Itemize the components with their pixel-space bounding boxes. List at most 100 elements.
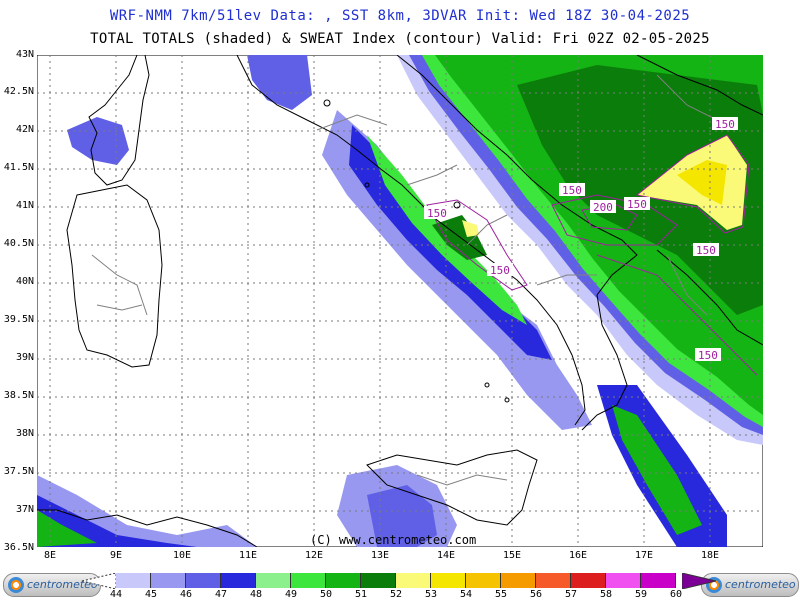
contour-south-150 [596, 254, 758, 376]
legend-swatch-48 [256, 573, 291, 588]
legend-value-50: 50 [319, 589, 333, 600]
lat-label-42-5: 42.5N [3, 86, 34, 97]
lat-label-38-5: 38.5N [3, 390, 34, 401]
logo-left: centrometeo [3, 573, 101, 597]
legend-swatch-59 [641, 573, 676, 588]
lon-label-13: 13E [370, 550, 390, 561]
lat-label-37-5: 37.5N [3, 466, 34, 477]
legend-swatch-53 [431, 573, 466, 588]
contour-label-1: 150 [715, 118, 735, 131]
shade-tyrrhenian-yellow [462, 220, 479, 237]
contour-east-150 [635, 134, 750, 234]
lat-label-38: 38N [15, 428, 34, 439]
shaded-field [37, 55, 763, 547]
contour-label-8: 150 [698, 349, 718, 362]
header-line-1: WRF-NMM 7km/51lev Data: , SST 8km, 3DVAR… [109, 8, 691, 24]
coast-albania [656, 249, 763, 346]
legend-value-59: 59 [634, 589, 648, 600]
legend-value-54: 54 [459, 589, 473, 600]
lon-label-9: 9E [109, 550, 123, 561]
legend-swatch-55 [501, 573, 536, 588]
lon-label-11: 11E [238, 550, 258, 561]
legend-tail-arrow [682, 573, 716, 589]
contour-adriatic-150 [551, 194, 678, 246]
legend-value-53: 53 [424, 589, 438, 600]
contour-label-3: 200 [593, 201, 613, 214]
weather-map: 150 150 200 150 150 150 150 150 [37, 55, 763, 547]
lat-label-40-5: 40.5N [3, 238, 34, 249]
legend-swatch-45 [151, 573, 186, 588]
coast-tunisia [37, 509, 258, 547]
header-line-2: TOTAL TOTALS (shaded) & SWEAT Index (con… [90, 31, 710, 47]
coast-italy-west [236, 55, 586, 426]
lon-label-15: 15E [502, 550, 522, 561]
legend-value-57: 57 [564, 589, 578, 600]
lat-label-42: 42N [15, 124, 34, 135]
legend-swatch-44 [116, 573, 151, 588]
contour-label-7: 150 [696, 244, 716, 257]
legend-swatch-50 [326, 573, 361, 588]
logo-right: centrometeo [701, 573, 799, 597]
lon-label-8: 8E [43, 550, 57, 561]
lon-label-14: 14E [436, 550, 456, 561]
grid-lines [37, 55, 763, 547]
lon-label-16: 16E [568, 550, 588, 561]
contour-label-2: 150 [562, 184, 582, 197]
contour-label-5: 150 [427, 207, 447, 220]
legend-value-55: 55 [494, 589, 508, 600]
contour-labels: 150 150 200 150 150 150 150 150 [424, 117, 738, 362]
legend-swatch-47 [221, 573, 256, 588]
legend-value-44: 44 [109, 589, 123, 600]
shade-south-green [612, 405, 702, 535]
legend-swatch-58 [606, 573, 641, 588]
legend-value-46: 46 [179, 589, 193, 600]
logo-left-text: centrometeo [27, 578, 98, 591]
lat-label-41-5: 41.5N [3, 162, 34, 173]
coast-sardinia [66, 184, 163, 368]
contour-tyrrhenian-150 [426, 199, 528, 291]
legend-swatch-49 [291, 573, 326, 588]
shade-north-blob [247, 55, 312, 110]
logo-ring-icon [8, 577, 24, 593]
shade-corsica-blob [67, 117, 129, 165]
coast-balkans [636, 55, 763, 116]
lat-label-39: 39N [15, 352, 34, 363]
lat-label-40: 40N [15, 276, 34, 287]
contour-label-4: 150 [627, 198, 647, 211]
coastlines [37, 55, 763, 547]
lon-label-18: 18E [700, 550, 720, 561]
legend-value-49: 49 [284, 589, 298, 600]
legend-value-52: 52 [389, 589, 403, 600]
legend-swatch-57 [571, 573, 606, 588]
region-borders [91, 74, 728, 486]
shade-bottom-left-green [37, 510, 97, 547]
coast-corsica [88, 55, 150, 186]
lon-label-10: 10E [172, 550, 192, 561]
legend-value-51: 51 [354, 589, 368, 600]
legend-value-60: 60 [669, 589, 683, 600]
legend-lead-arrow [82, 573, 116, 589]
legend-value-58: 58 [599, 589, 613, 600]
shade-east-yellow-core [677, 160, 727, 205]
lat-label-37: 37N [15, 504, 34, 515]
legend-value-47: 47 [214, 589, 228, 600]
logo-right-text: centrometeo [725, 578, 796, 591]
copyright-text: (C) www.centrometeo.com [310, 533, 477, 547]
legend-swatch-51 [361, 573, 396, 588]
shade-bottom-center-blue [367, 485, 437, 547]
lat-label-41: 41N [15, 200, 34, 211]
contour-label-6: 150 [490, 264, 510, 277]
legend-value-48: 48 [249, 589, 263, 600]
legend-swatch-46 [186, 573, 221, 588]
lat-label-43: 43N [15, 49, 34, 60]
lat-label-36-5: 36.5N [3, 542, 34, 553]
legend-swatch-52 [396, 573, 431, 588]
legend-swatch-54 [466, 573, 501, 588]
legend-swatch-56 [536, 573, 571, 588]
coast-sicily [366, 449, 538, 526]
lat-label-39-5: 39.5N [3, 314, 34, 325]
lon-label-12: 12E [304, 550, 324, 561]
lon-label-17: 17E [634, 550, 654, 561]
legend-value-56: 56 [529, 589, 543, 600]
coast-italy-east [396, 55, 638, 431]
